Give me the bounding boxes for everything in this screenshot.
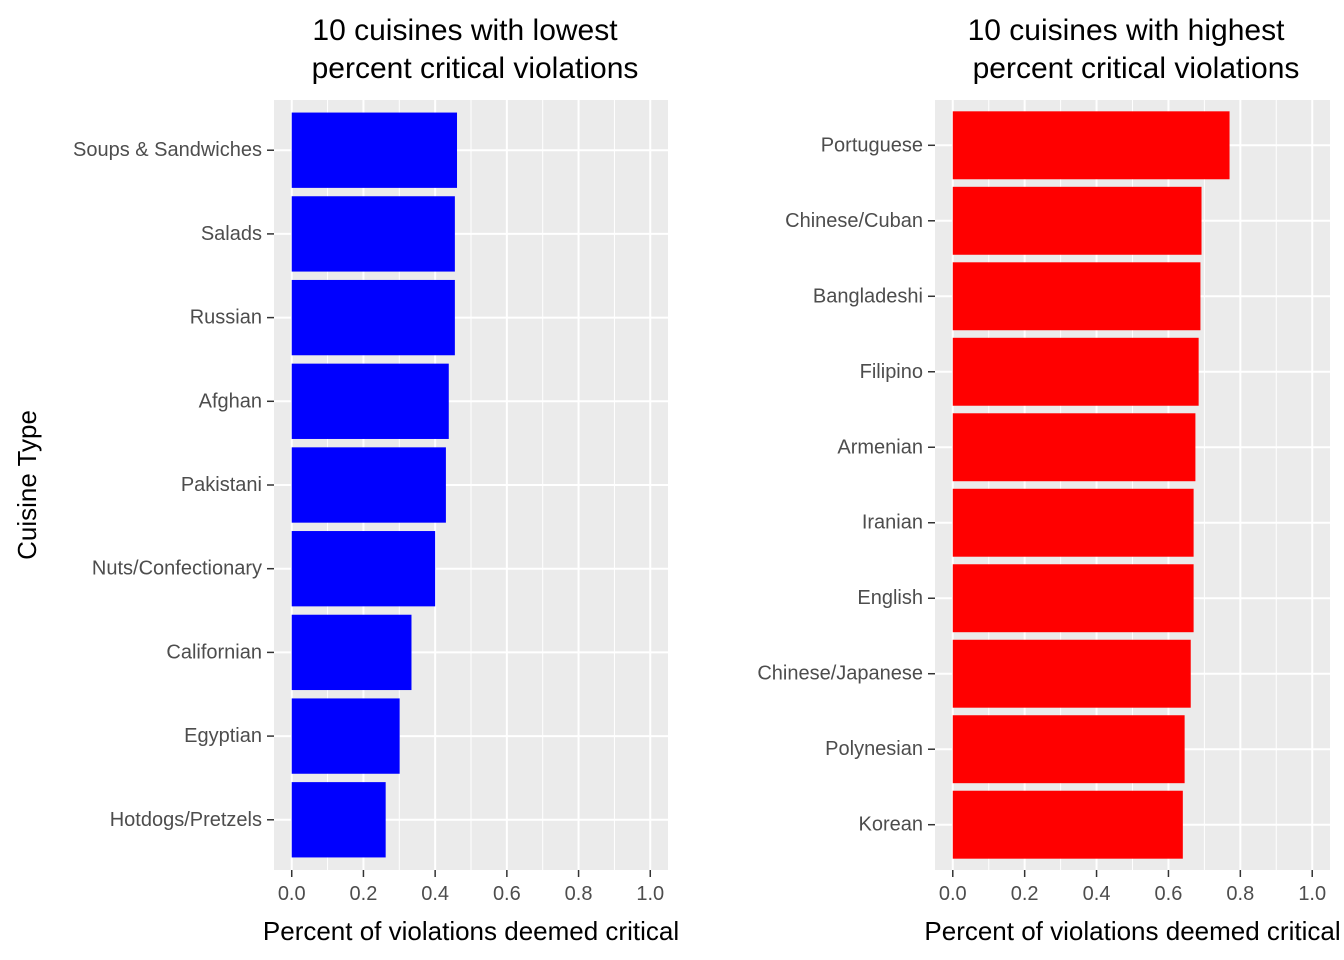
x-tick-label: 0.8 [565, 883, 593, 905]
x-tick-label: 0.0 [278, 883, 306, 905]
y-tick-label: Californian [166, 641, 262, 663]
x-axis-title: Percent of violations deemed critical [263, 916, 679, 946]
bar [291, 279, 455, 356]
bar [952, 111, 1230, 180]
bar [291, 698, 400, 774]
bar [952, 186, 1202, 255]
y-tick-label: Pakistani [181, 474, 262, 496]
bar [952, 564, 1194, 633]
y-axis-title: Cuisine Type [12, 410, 42, 560]
y-tick-label: Armenian [837, 436, 923, 458]
bar [291, 447, 446, 523]
bar [291, 614, 412, 691]
x-tick-label: 0.2 [1011, 883, 1039, 905]
bar [291, 112, 458, 188]
bar [291, 196, 455, 272]
x-tick-label: 0.6 [1155, 883, 1183, 905]
bar [291, 363, 449, 439]
y-tick-label: Bangladeshi [813, 285, 923, 307]
x-tick-label: 0.8 [1226, 883, 1254, 905]
y-tick-label: English [857, 587, 923, 609]
y-tick-label: Portuguese [821, 134, 923, 156]
bar [952, 488, 1194, 557]
bar [291, 531, 436, 607]
y-tick-label: Chinese/Cuban [785, 210, 923, 232]
y-tick-label: Iranian [862, 512, 923, 534]
bar [291, 782, 386, 858]
x-tick-label: 0.6 [493, 883, 521, 905]
x-tick-label: 0.4 [421, 883, 449, 905]
y-tick-label: Hotdogs/Pretzels [110, 809, 262, 831]
x-tick-label: 0.4 [1083, 883, 1111, 905]
highest-violations-chart: 0.0 0.2 0.4 0.6 0.8 1.0 Portuguese Chinese/Cuba… [757, 14, 1340, 946]
x-axis-title: Percent of violations deemed critical [924, 916, 1340, 946]
bar [952, 715, 1185, 784]
bar [952, 413, 1196, 482]
bar [952, 337, 1199, 406]
x-tick-label: 1.0 [1298, 883, 1326, 905]
y-tick-label: Afghan [199, 390, 262, 412]
bar [952, 639, 1191, 708]
chart-title: 10 cuisines with lowest percent critical … [312, 14, 639, 85]
bar [952, 262, 1201, 331]
bar [952, 790, 1183, 859]
y-tick-label: Russian [190, 307, 262, 329]
x-tick-label: 0.2 [350, 883, 378, 905]
y-tick-label: Nuts/Confectionary [92, 558, 262, 580]
y-tick-label: Chinese/Japanese [757, 663, 923, 685]
y-tick-label: Salads [201, 223, 262, 245]
y-tick-label: Soups & Sandwiches [73, 139, 262, 161]
y-tick-label: Egyptian [184, 725, 262, 747]
chart-title: 10 cuisines with highest percent critical… [968, 14, 1300, 85]
y-tick-label: Korean [859, 814, 924, 836]
lowest-violations-chart: 0.0 0.2 0.4 0.6 0.8 1.0 Soups & Sandwiches Sala… [12, 14, 679, 946]
y-tick-label: Filipino [860, 361, 923, 383]
x-tick-label: 1.0 [636, 883, 664, 905]
x-tick-label: 0.0 [939, 883, 967, 905]
y-tick-label: Polynesian [825, 738, 923, 760]
